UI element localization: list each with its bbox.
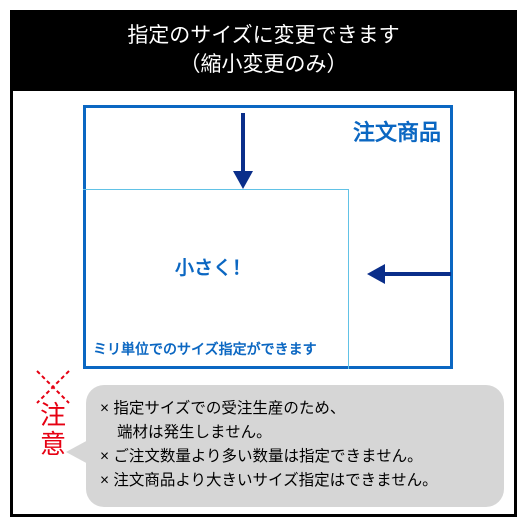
header-text: 指定のサイズに変更できます （縮小変更のみ） (13, 13, 514, 80)
caution-area: 注 意 × 指定サイズでの受注生産のため、 端材は発生しません。 × ご注文数量… (21, 385, 506, 511)
arrow-left-icon (359, 259, 453, 289)
caution-text: × 指定サイズでの受注生産のため、 端材は発生しません。 × ご注文数量より多い… (86, 385, 504, 503)
label-smaller: 小さく！ (175, 253, 251, 280)
header-line2: （縮小変更のみ） (180, 53, 348, 76)
header-line1: 指定のサイズに変更できます (127, 24, 399, 47)
caution-bubble: × 指定サイズでの受注生産のため、 端材は発生しません。 × ご注文数量より多い… (86, 385, 504, 507)
label-order-product: 注文商品 (353, 115, 441, 147)
header-strip: 指定のサイズに変更できます （縮小変更のみ） (13, 13, 514, 91)
label-mm-note: ミリ単位でのサイズ指定ができます (93, 339, 317, 359)
caution-line-2: × ご注文数量より多い数量は指定できません。 (100, 445, 490, 469)
arrow-down-icon (223, 113, 263, 197)
caution-line-3: × 注文商品より大きいサイズ指定はできません。 (100, 469, 490, 493)
caution-line-1b: 端材は発生しません。 (100, 421, 490, 445)
caution-char-1: 注 (40, 400, 66, 430)
diagram: 注文商品 小さく！ ミリ単位でのサイズ指定ができます (83, 105, 453, 369)
caution-line-1: × 指定サイズでの受注生産のため、 (100, 397, 490, 421)
caution-label: 注 意 (38, 401, 68, 458)
caution-char-2: 意 (40, 429, 66, 459)
outer-frame: 指定のサイズに変更できます （縮小変更のみ） 注文商品 小さく！ ミリ単位でのサ… (10, 10, 517, 517)
